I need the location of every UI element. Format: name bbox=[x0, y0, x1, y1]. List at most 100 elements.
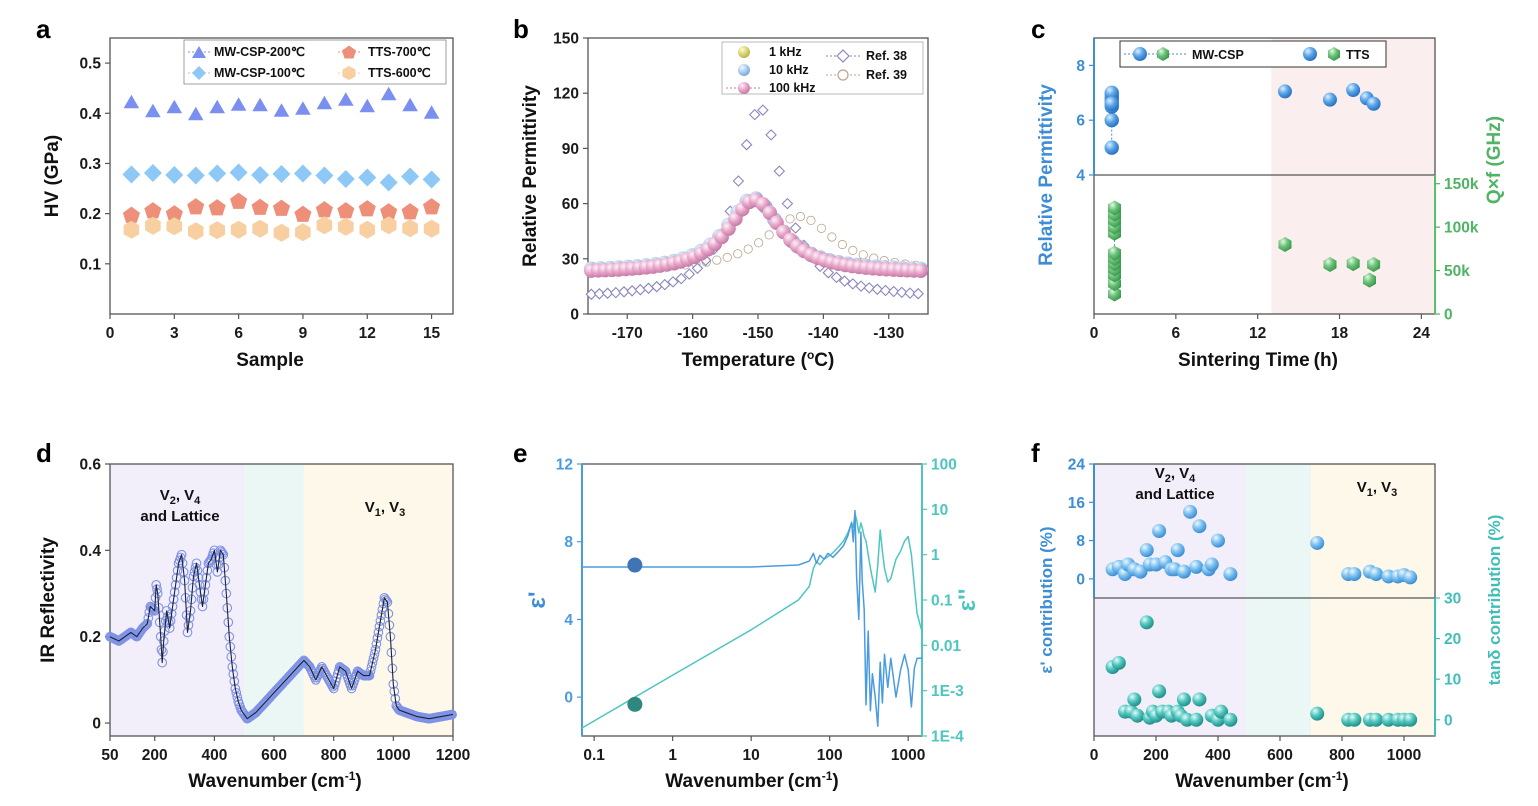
data-point bbox=[1310, 535, 1325, 550]
data-point bbox=[1278, 237, 1292, 252]
x-tick-label: 600 bbox=[1267, 747, 1293, 764]
x-tick-label: 0 bbox=[106, 325, 115, 342]
panel-c-left-y-axis-title: Relative Permittivity bbox=[1036, 84, 1057, 266]
y-tick-label: 0.01 bbox=[931, 638, 962, 655]
data-point bbox=[380, 594, 391, 605]
x-tick-label: 800 bbox=[1329, 747, 1355, 764]
legend-sphere-icon bbox=[738, 82, 750, 94]
data-point bbox=[402, 97, 418, 112]
data-point bbox=[1369, 712, 1384, 727]
data-point bbox=[879, 284, 892, 297]
legend-sphere-icon bbox=[738, 46, 750, 58]
panel-b-points bbox=[584, 104, 929, 301]
y-tick-label: 100k bbox=[1444, 220, 1479, 237]
data-point bbox=[358, 168, 377, 187]
data-point bbox=[145, 216, 161, 235]
panel-a: a 0 3 6 9 12 15 0.1 0.2 0.3 0.4 0.5 MW-CSP-200℃ MW… bbox=[36, 14, 454, 371]
panel-b-legend-box bbox=[721, 41, 924, 95]
x-tick-label: -140 bbox=[808, 325, 839, 342]
panel-a-axes: 0 3 6 9 12 15 0.1 0.2 0.3 0.4 0.5 bbox=[79, 56, 440, 342]
y-tick-label: 16 bbox=[1068, 495, 1086, 512]
data-point bbox=[230, 220, 247, 239]
data-point bbox=[659, 278, 671, 291]
y-tick-label: 6 bbox=[1076, 113, 1085, 130]
data-point bbox=[230, 97, 247, 111]
x-tick-label: -130 bbox=[873, 325, 904, 342]
x-tick-label: 0.1 bbox=[583, 747, 605, 764]
data-point bbox=[447, 709, 457, 720]
data-point bbox=[381, 595, 392, 606]
legend-label: MW-CSP-200℃ bbox=[214, 45, 305, 59]
data-point bbox=[336, 170, 355, 188]
data-point bbox=[194, 580, 205, 590]
data-point bbox=[1192, 519, 1207, 534]
data-point bbox=[163, 617, 174, 628]
data-point bbox=[764, 230, 774, 240]
data-point bbox=[165, 166, 184, 184]
data-point bbox=[191, 558, 202, 569]
data-point bbox=[122, 165, 141, 184]
y-tick-label: 0 bbox=[1076, 571, 1085, 588]
data-point bbox=[887, 285, 900, 298]
data-point bbox=[1214, 704, 1229, 719]
x-tick-label: 9 bbox=[299, 325, 308, 342]
y-tick-label: 1E-4 bbox=[931, 729, 964, 746]
data-point bbox=[423, 219, 440, 238]
panel-c-axes: 0 6 12 18 24 4 6 8 0 50k 100k 150k bbox=[1076, 58, 1478, 342]
panel-c-legend: MW-CSP TTS bbox=[1119, 40, 1387, 68]
data-point bbox=[143, 164, 162, 182]
data-point bbox=[188, 106, 204, 121]
data-point bbox=[683, 268, 696, 280]
legend-pentagon-icon bbox=[342, 45, 356, 59]
data-point bbox=[1403, 712, 1418, 727]
y-tick-label: 0.1 bbox=[79, 256, 101, 273]
legend-label: TTS bbox=[1346, 48, 1370, 62]
data-point bbox=[146, 602, 157, 613]
panel-b-x-axis-title: Temperature (oC) bbox=[682, 348, 835, 371]
data-point bbox=[667, 276, 679, 288]
data-point bbox=[1366, 96, 1381, 111]
shaded-region bbox=[110, 464, 245, 736]
y-tick-label: 0.4 bbox=[79, 543, 101, 560]
panel-d-label: d bbox=[36, 438, 52, 468]
panel-f-region-label-left: V2, V4 bbox=[1155, 465, 1196, 485]
data-point bbox=[781, 197, 794, 210]
panel-b: b -170 -160 -150 -140 -130 0 30 60 90 120 150 1 kH… bbox=[513, 14, 929, 371]
data-point bbox=[822, 266, 835, 279]
data-point bbox=[785, 214, 795, 224]
y-tick-label: 0.6 bbox=[79, 457, 101, 474]
data-point bbox=[827, 232, 837, 242]
x-tick-label: 400 bbox=[1205, 747, 1231, 764]
data-point bbox=[372, 633, 383, 643]
data-point bbox=[1192, 692, 1207, 707]
data-point bbox=[1310, 706, 1325, 721]
data-point bbox=[1347, 567, 1362, 582]
panel-e-points bbox=[581, 509, 923, 729]
legend-hexagon-icon bbox=[342, 66, 356, 80]
data-point bbox=[373, 627, 384, 638]
data-point bbox=[380, 86, 397, 101]
data-point bbox=[232, 692, 243, 702]
shaded-region bbox=[303, 464, 453, 736]
panel-b-label: b bbox=[513, 14, 529, 44]
panel-f-points bbox=[1105, 504, 1418, 727]
y-tick-label: 0.4 bbox=[79, 106, 101, 123]
panel-e-x-axis-title: Wavenumber (cm-1) bbox=[665, 769, 838, 792]
data-point bbox=[593, 288, 606, 300]
data-point bbox=[380, 203, 398, 220]
data-point bbox=[193, 572, 204, 583]
data-point bbox=[316, 216, 333, 235]
data-point bbox=[192, 565, 203, 576]
x-tick-label: 1200 bbox=[436, 747, 470, 764]
y-tick-label: 0.2 bbox=[79, 629, 101, 646]
data-point bbox=[213, 559, 224, 570]
data-point bbox=[1176, 564, 1191, 579]
data-point bbox=[166, 99, 183, 114]
data-point bbox=[1322, 92, 1337, 107]
legend-sphere-icon bbox=[738, 64, 750, 76]
x-tick-label: 12 bbox=[1249, 325, 1266, 342]
data-point bbox=[209, 99, 225, 114]
panel-a-points bbox=[122, 86, 441, 242]
data-point bbox=[422, 170, 441, 189]
panel-a-y-axis-title: HV (GPa) bbox=[42, 135, 63, 217]
